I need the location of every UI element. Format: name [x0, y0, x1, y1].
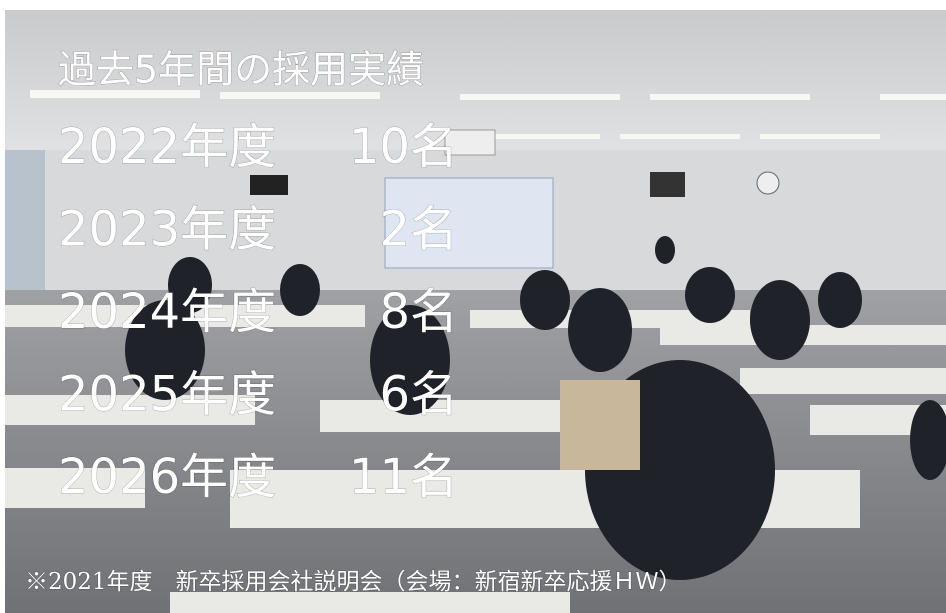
count: 11名 [349, 449, 458, 505]
year: 2026年度 [58, 449, 276, 505]
year: 2022年度 [58, 119, 276, 175]
photo: 過去5年間の採用実績 2022年度 10名 2023年度 2名 2024年度 8名 2025… [0, 0, 946, 613]
year: 2024年度 [58, 284, 276, 340]
count: 6名 [379, 367, 458, 423]
year: 2025年度 [58, 367, 276, 423]
count: 10名 [349, 119, 458, 175]
count: 2名 [379, 202, 458, 258]
year: 2023年度 [58, 202, 276, 258]
title: 過去5年間の採用実績 [58, 48, 424, 92]
caption: ※2021年度 新卒採用会社説明会（会場：新宿新卒応援ＨＷ） [25, 569, 682, 595]
count: 8名 [379, 284, 458, 340]
